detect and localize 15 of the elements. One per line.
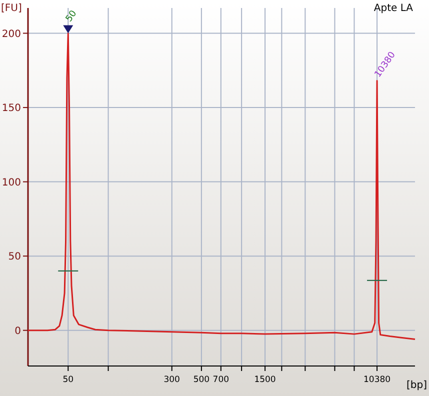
x-tick-label: 300 (164, 375, 180, 385)
y-tick-label: 150 (2, 103, 21, 114)
y-tick-label: 200 (2, 28, 21, 40)
x-tick-label: 10380 (364, 375, 391, 385)
y-axis-title: [FU] (1, 3, 22, 14)
x-tick-label: 500 (193, 375, 210, 385)
y-tick-label: 100 (2, 177, 21, 188)
y-tick-label: 50 (8, 252, 21, 263)
x-tick-label: 50 (62, 375, 74, 385)
x-tick-label: 700 (212, 375, 230, 385)
chart-title: Apte LA (374, 3, 414, 14)
x-axis-title: [bp] (406, 380, 428, 391)
y-tick-label: 0 (14, 326, 21, 337)
x-tick-label: 1500 (254, 375, 276, 385)
annotation: 50 (64, 8, 80, 24)
